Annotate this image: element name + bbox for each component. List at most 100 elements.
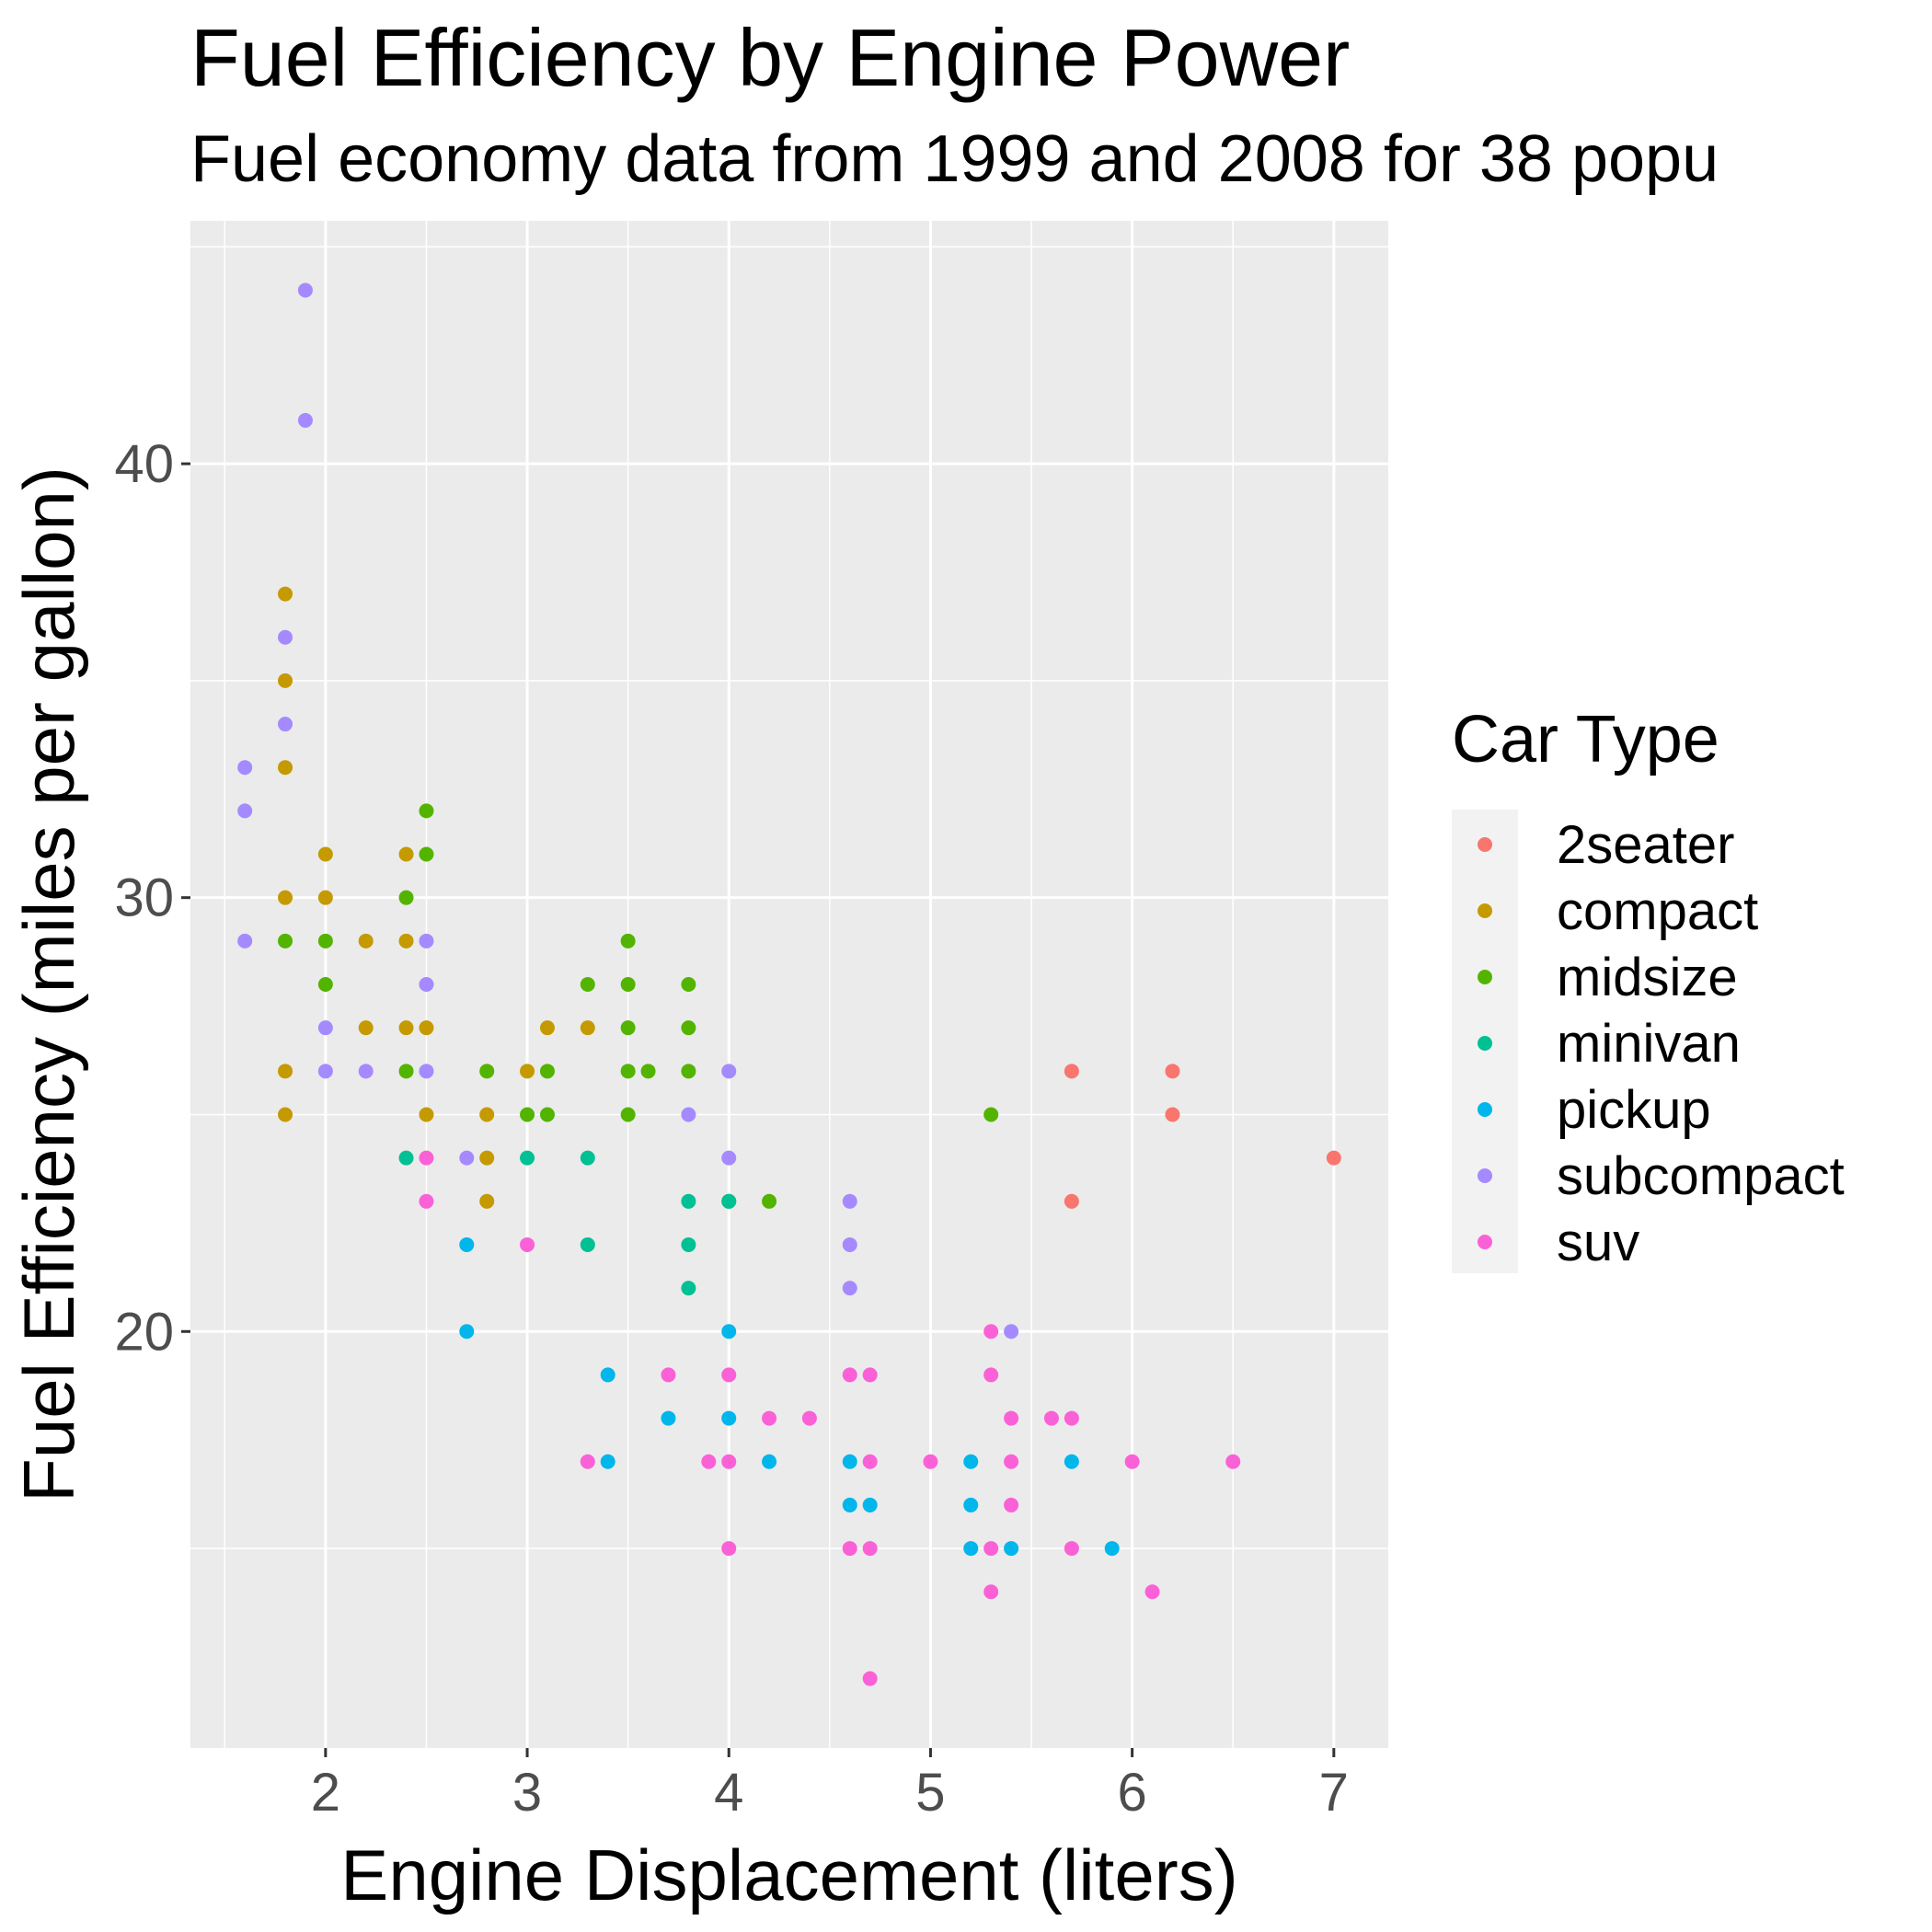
point-suv <box>983 1541 999 1557</box>
point-pickup <box>459 1236 475 1252</box>
point-subcompact <box>297 282 313 298</box>
point-pickup <box>1004 1541 1019 1557</box>
point-pickup <box>459 1324 475 1340</box>
point-suv <box>1004 1410 1019 1426</box>
point-suv <box>1004 1454 1019 1469</box>
point-compact <box>479 1193 495 1209</box>
legend-key-subcompact <box>1478 1168 1492 1183</box>
point-midsize <box>398 1064 414 1079</box>
legend-label-compact: compact <box>1557 881 1758 941</box>
point-suv <box>661 1367 676 1383</box>
point-minivan <box>580 1236 595 1252</box>
point-compact <box>358 933 374 949</box>
point-midsize <box>317 977 333 992</box>
point-compact <box>479 1150 495 1166</box>
point-suv <box>520 1236 535 1252</box>
point-subcompact <box>681 1107 696 1122</box>
point-midsize <box>278 933 293 949</box>
x-tick-label: 6 <box>1117 1763 1146 1823</box>
major-gridlines <box>190 221 1388 1748</box>
point-midsize <box>520 1107 535 1122</box>
point-subcompact <box>237 933 253 949</box>
legend-key-2seater <box>1478 837 1492 852</box>
point-suv <box>862 1541 878 1557</box>
y-axis-tick-labels: 20 30 40 <box>114 434 174 1362</box>
point-midsize <box>620 1064 636 1079</box>
point-midsize <box>479 1064 495 1079</box>
point-midsize <box>681 1064 696 1079</box>
point-pickup <box>661 1410 676 1426</box>
point-suv <box>983 1324 999 1340</box>
point-pickup <box>963 1454 979 1469</box>
point-suv <box>862 1367 878 1383</box>
legend-key-pickup <box>1478 1102 1492 1117</box>
legend-label-minivan: minivan <box>1557 1014 1741 1074</box>
point-midsize <box>620 977 636 992</box>
point-pickup <box>842 1454 857 1469</box>
y-tick-label: 40 <box>114 434 174 494</box>
point-midsize <box>398 890 414 905</box>
point-midsize <box>580 977 595 992</box>
point-subcompact <box>721 1150 737 1166</box>
axis-ticks <box>181 462 1336 1757</box>
point-minivan <box>721 1193 737 1209</box>
point-midsize <box>762 1193 777 1209</box>
x-tick-label: 7 <box>1319 1763 1349 1823</box>
point-pickup <box>963 1541 979 1557</box>
legend-label-2seater: 2seater <box>1557 815 1734 875</box>
point-pickup <box>842 1497 857 1512</box>
point-suv <box>1064 1410 1079 1426</box>
point-suv <box>580 1454 595 1469</box>
point-subcompact <box>1004 1324 1019 1340</box>
point-minivan <box>681 1236 696 1252</box>
point-compact <box>278 1107 293 1122</box>
minor-gridlines <box>190 221 1388 1748</box>
point-pickup <box>1104 1541 1120 1557</box>
point-compact <box>278 586 293 602</box>
point-subcompact <box>358 1064 374 1079</box>
point-suv <box>1144 1584 1160 1600</box>
x-tick-label: 4 <box>714 1763 743 1823</box>
point-midsize <box>620 933 636 949</box>
point-subcompact <box>842 1236 857 1252</box>
point-subcompact <box>297 412 313 428</box>
point-compact <box>398 933 414 949</box>
legend-title: Car Type <box>1452 703 1719 776</box>
point-suv <box>801 1410 817 1426</box>
point-midsize <box>317 933 333 949</box>
point-suv <box>923 1454 938 1469</box>
point-2seater <box>1064 1064 1079 1079</box>
point-pickup <box>600 1454 615 1469</box>
point-compact <box>479 1107 495 1122</box>
legend-key-midsize <box>1478 970 1492 984</box>
point-compact <box>278 760 293 776</box>
legend-label-midsize: midsize <box>1557 948 1738 1007</box>
point-suv <box>762 1410 777 1426</box>
point-compact <box>539 1020 555 1036</box>
point-compact <box>419 1107 434 1122</box>
point-suv <box>862 1454 878 1469</box>
point-pickup <box>762 1454 777 1469</box>
point-compact <box>278 673 293 688</box>
point-minivan <box>580 1150 595 1166</box>
point-midsize <box>681 1020 696 1036</box>
point-pickup <box>963 1497 979 1512</box>
chart-title: Fuel Efficiency by Engine Power <box>190 12 1350 103</box>
point-suv <box>1004 1497 1019 1512</box>
y-tick-label: 20 <box>114 1302 174 1362</box>
point-midsize <box>620 1020 636 1036</box>
point-suv <box>1124 1454 1140 1469</box>
point-suv <box>1225 1454 1241 1469</box>
point-suv <box>721 1454 737 1469</box>
point-suv <box>983 1367 999 1383</box>
point-minivan <box>681 1281 696 1296</box>
data-points <box>237 282 1341 1686</box>
point-subcompact <box>237 760 253 776</box>
point-midsize <box>983 1107 999 1122</box>
chart-subtitle: Fuel economy data from 1999 and 2008 for… <box>190 122 1719 196</box>
point-midsize <box>419 803 434 819</box>
point-suv <box>862 1671 878 1686</box>
point-minivan <box>398 1150 414 1166</box>
legend-label-suv: suv <box>1557 1213 1639 1272</box>
